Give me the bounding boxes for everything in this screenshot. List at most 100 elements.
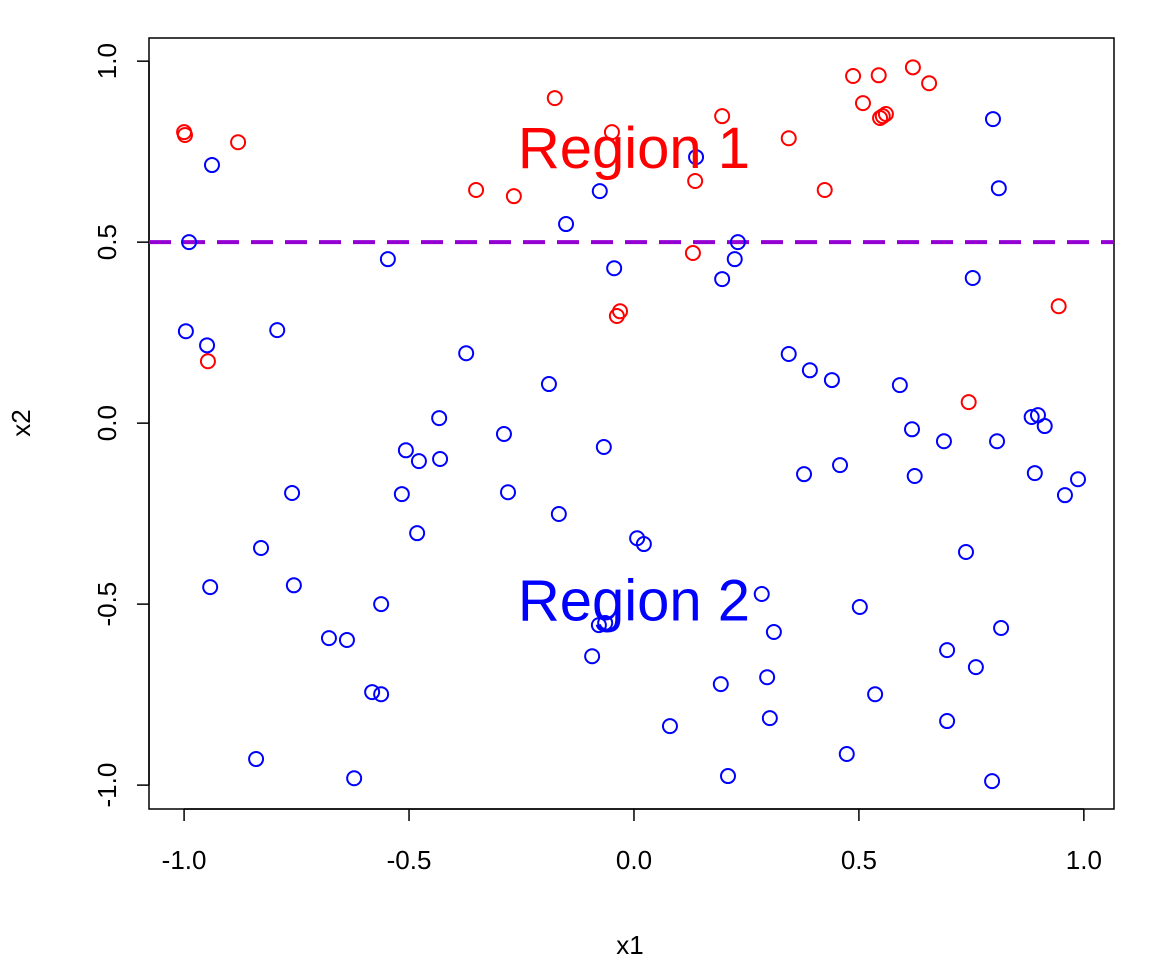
point-region-1: [1050, 298, 1067, 315]
point-region-2: [597, 614, 614, 631]
point-region-2: [409, 525, 426, 542]
point-region-2: [823, 372, 840, 389]
point-region-1: [780, 130, 797, 147]
point-region-2: [558, 216, 575, 233]
point-region-2: [284, 484, 301, 501]
point-region-2: [967, 659, 984, 676]
point-region-2: [1026, 465, 1043, 482]
x-axis-label: x1: [616, 930, 643, 960]
point-region-2: [253, 540, 270, 557]
point-region-2: [939, 642, 956, 659]
point-region-1: [960, 394, 977, 411]
point-region-2: [796, 466, 813, 483]
point-region-2: [801, 362, 818, 379]
point-region-1: [845, 68, 862, 85]
point-region-2: [320, 630, 337, 647]
point-region-2: [397, 442, 414, 459]
point-region-2: [373, 686, 390, 703]
point-region-2: [957, 544, 974, 560]
point-region-2: [851, 599, 868, 616]
point-region-2: [1056, 487, 1073, 504]
x-tick-label: -0.5: [387, 845, 432, 875]
point-region-2: [550, 505, 567, 522]
point-region-2: [606, 260, 623, 277]
y-tick-label: -1.0: [92, 763, 122, 808]
point-region-2: [1023, 408, 1040, 425]
point-region-1: [684, 245, 701, 262]
point-region-2: [203, 157, 220, 174]
point-region-1: [874, 108, 891, 125]
point-region-1: [546, 90, 563, 107]
point-region-2: [432, 450, 449, 467]
point-region-2: [500, 484, 517, 501]
point-region-1: [816, 182, 833, 199]
point-region-2: [199, 337, 216, 354]
point-region-1: [468, 182, 485, 199]
point-region-2: [661, 718, 678, 735]
point-region-1: [877, 106, 894, 123]
point-region-1: [603, 124, 620, 141]
point-region-2: [595, 439, 612, 456]
point-region-2: [891, 377, 908, 394]
point-region-2: [867, 686, 884, 703]
point-region-2: [753, 585, 770, 602]
x-axis: -1.0 -0.5 0.0 0.5 1.0: [162, 808, 1102, 875]
y-axis: -1.0 -0.5 0.0 0.5 1.0: [92, 43, 150, 808]
point-region-1: [176, 127, 193, 144]
point-region-2: [373, 596, 390, 613]
point-region-2: [393, 486, 410, 503]
point-region-2: [1070, 471, 1087, 488]
point-region-2: [1036, 418, 1053, 435]
point-region-2: [990, 180, 1007, 197]
point-region-2: [591, 183, 608, 200]
point-region-2: [410, 453, 427, 470]
point-region-2: [765, 623, 782, 640]
point-region-2: [984, 111, 1001, 128]
point-region-2: [285, 577, 302, 594]
point-region-2: [181, 234, 198, 251]
point-region-2: [364, 684, 381, 701]
y-tick-label: 1.0: [92, 43, 122, 79]
point-region-1: [612, 303, 629, 320]
point-region-2: [379, 251, 396, 268]
point-region-2: [904, 421, 921, 438]
region-1-label: Region 1: [518, 116, 750, 181]
point-region-2: [726, 251, 743, 268]
x-tick-label: 0.0: [616, 845, 652, 875]
annotations: Region 1 Region 2: [518, 116, 750, 633]
point-region-2: [431, 410, 448, 427]
y-tick-label: 0.5: [92, 224, 122, 260]
point-region-1: [608, 307, 625, 324]
point-region-2: [202, 579, 219, 596]
point-region-1: [904, 59, 921, 76]
x-tick-label: -1.0: [162, 845, 207, 875]
point-region-2: [964, 269, 981, 286]
y-tick-label: 0.0: [92, 405, 122, 441]
point-region-2: [761, 710, 778, 727]
region-2-label: Region 2: [518, 569, 750, 634]
y-axis-label: x2: [6, 409, 36, 436]
point-region-2: [269, 322, 286, 339]
point-region-2: [584, 648, 601, 665]
point-region-1: [714, 108, 731, 125]
point-region-2: [712, 676, 729, 693]
point-region-2: [780, 346, 797, 363]
point-region-1: [870, 67, 887, 84]
point-region-2: [177, 323, 194, 340]
point-region-1: [230, 134, 247, 151]
point-region-2: [984, 773, 1001, 790]
point-region-2: [688, 149, 705, 166]
point-region-2: [729, 234, 746, 251]
point-region-2: [939, 713, 956, 730]
point-region-2: [989, 433, 1006, 450]
point-region-1: [854, 95, 871, 112]
point-region-2: [720, 768, 736, 785]
point-region-1: [921, 75, 938, 92]
x-tick-label: 0.5: [841, 845, 877, 875]
point-region-2: [832, 457, 849, 474]
point-region-2: [338, 631, 355, 648]
point-region-2: [540, 376, 557, 393]
point-region-2: [993, 620, 1010, 637]
point-region-2: [248, 751, 265, 768]
point-region-2: [838, 745, 855, 762]
